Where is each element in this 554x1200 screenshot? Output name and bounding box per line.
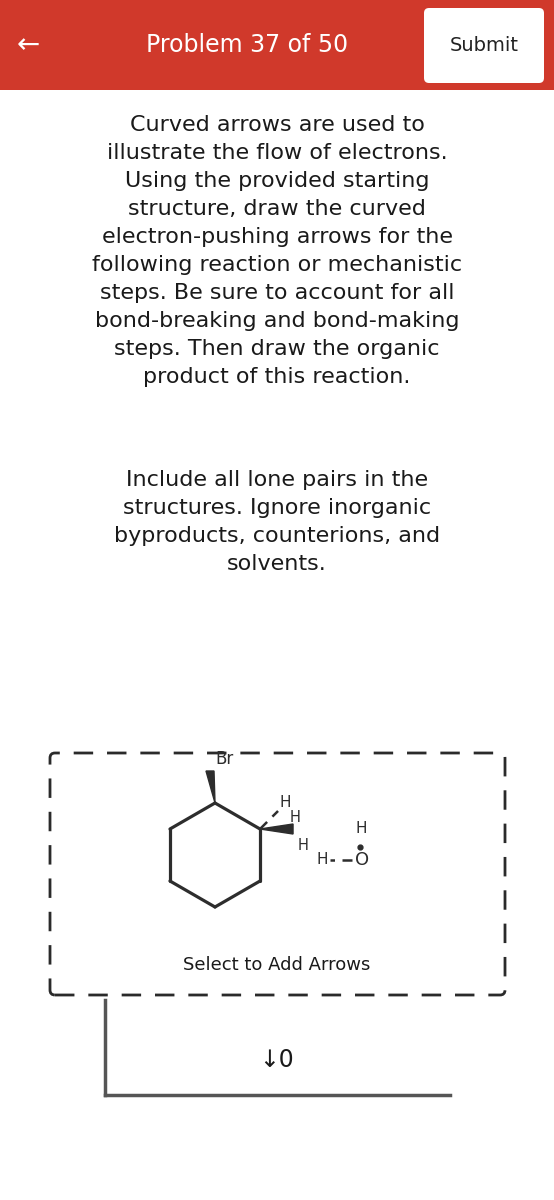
Text: H: H xyxy=(279,794,290,810)
Text: ←: ← xyxy=(17,31,40,59)
Polygon shape xyxy=(206,770,215,803)
Text: H: H xyxy=(298,838,309,853)
Text: H: H xyxy=(290,810,301,826)
Text: O: O xyxy=(355,851,369,869)
Text: Br: Br xyxy=(215,750,233,768)
Text: H: H xyxy=(355,821,367,836)
Text: Include all lone pairs in the
structures. Ignore inorganic
byproducts, counterio: Include all lone pairs in the structures… xyxy=(114,470,440,574)
Text: H: H xyxy=(316,852,328,868)
FancyBboxPatch shape xyxy=(424,8,544,83)
Text: Submit: Submit xyxy=(449,36,519,55)
Text: Select to Add Arrows: Select to Add Arrows xyxy=(183,956,371,974)
Bar xyxy=(0,0,554,90)
Polygon shape xyxy=(260,824,293,834)
Text: ↓0: ↓0 xyxy=(260,1048,294,1072)
Text: Curved arrows are used to
illustrate the flow of electrons.
Using the provided s: Curved arrows are used to illustrate the… xyxy=(92,115,462,386)
Text: Problem 37 of 50: Problem 37 of 50 xyxy=(146,32,348,56)
